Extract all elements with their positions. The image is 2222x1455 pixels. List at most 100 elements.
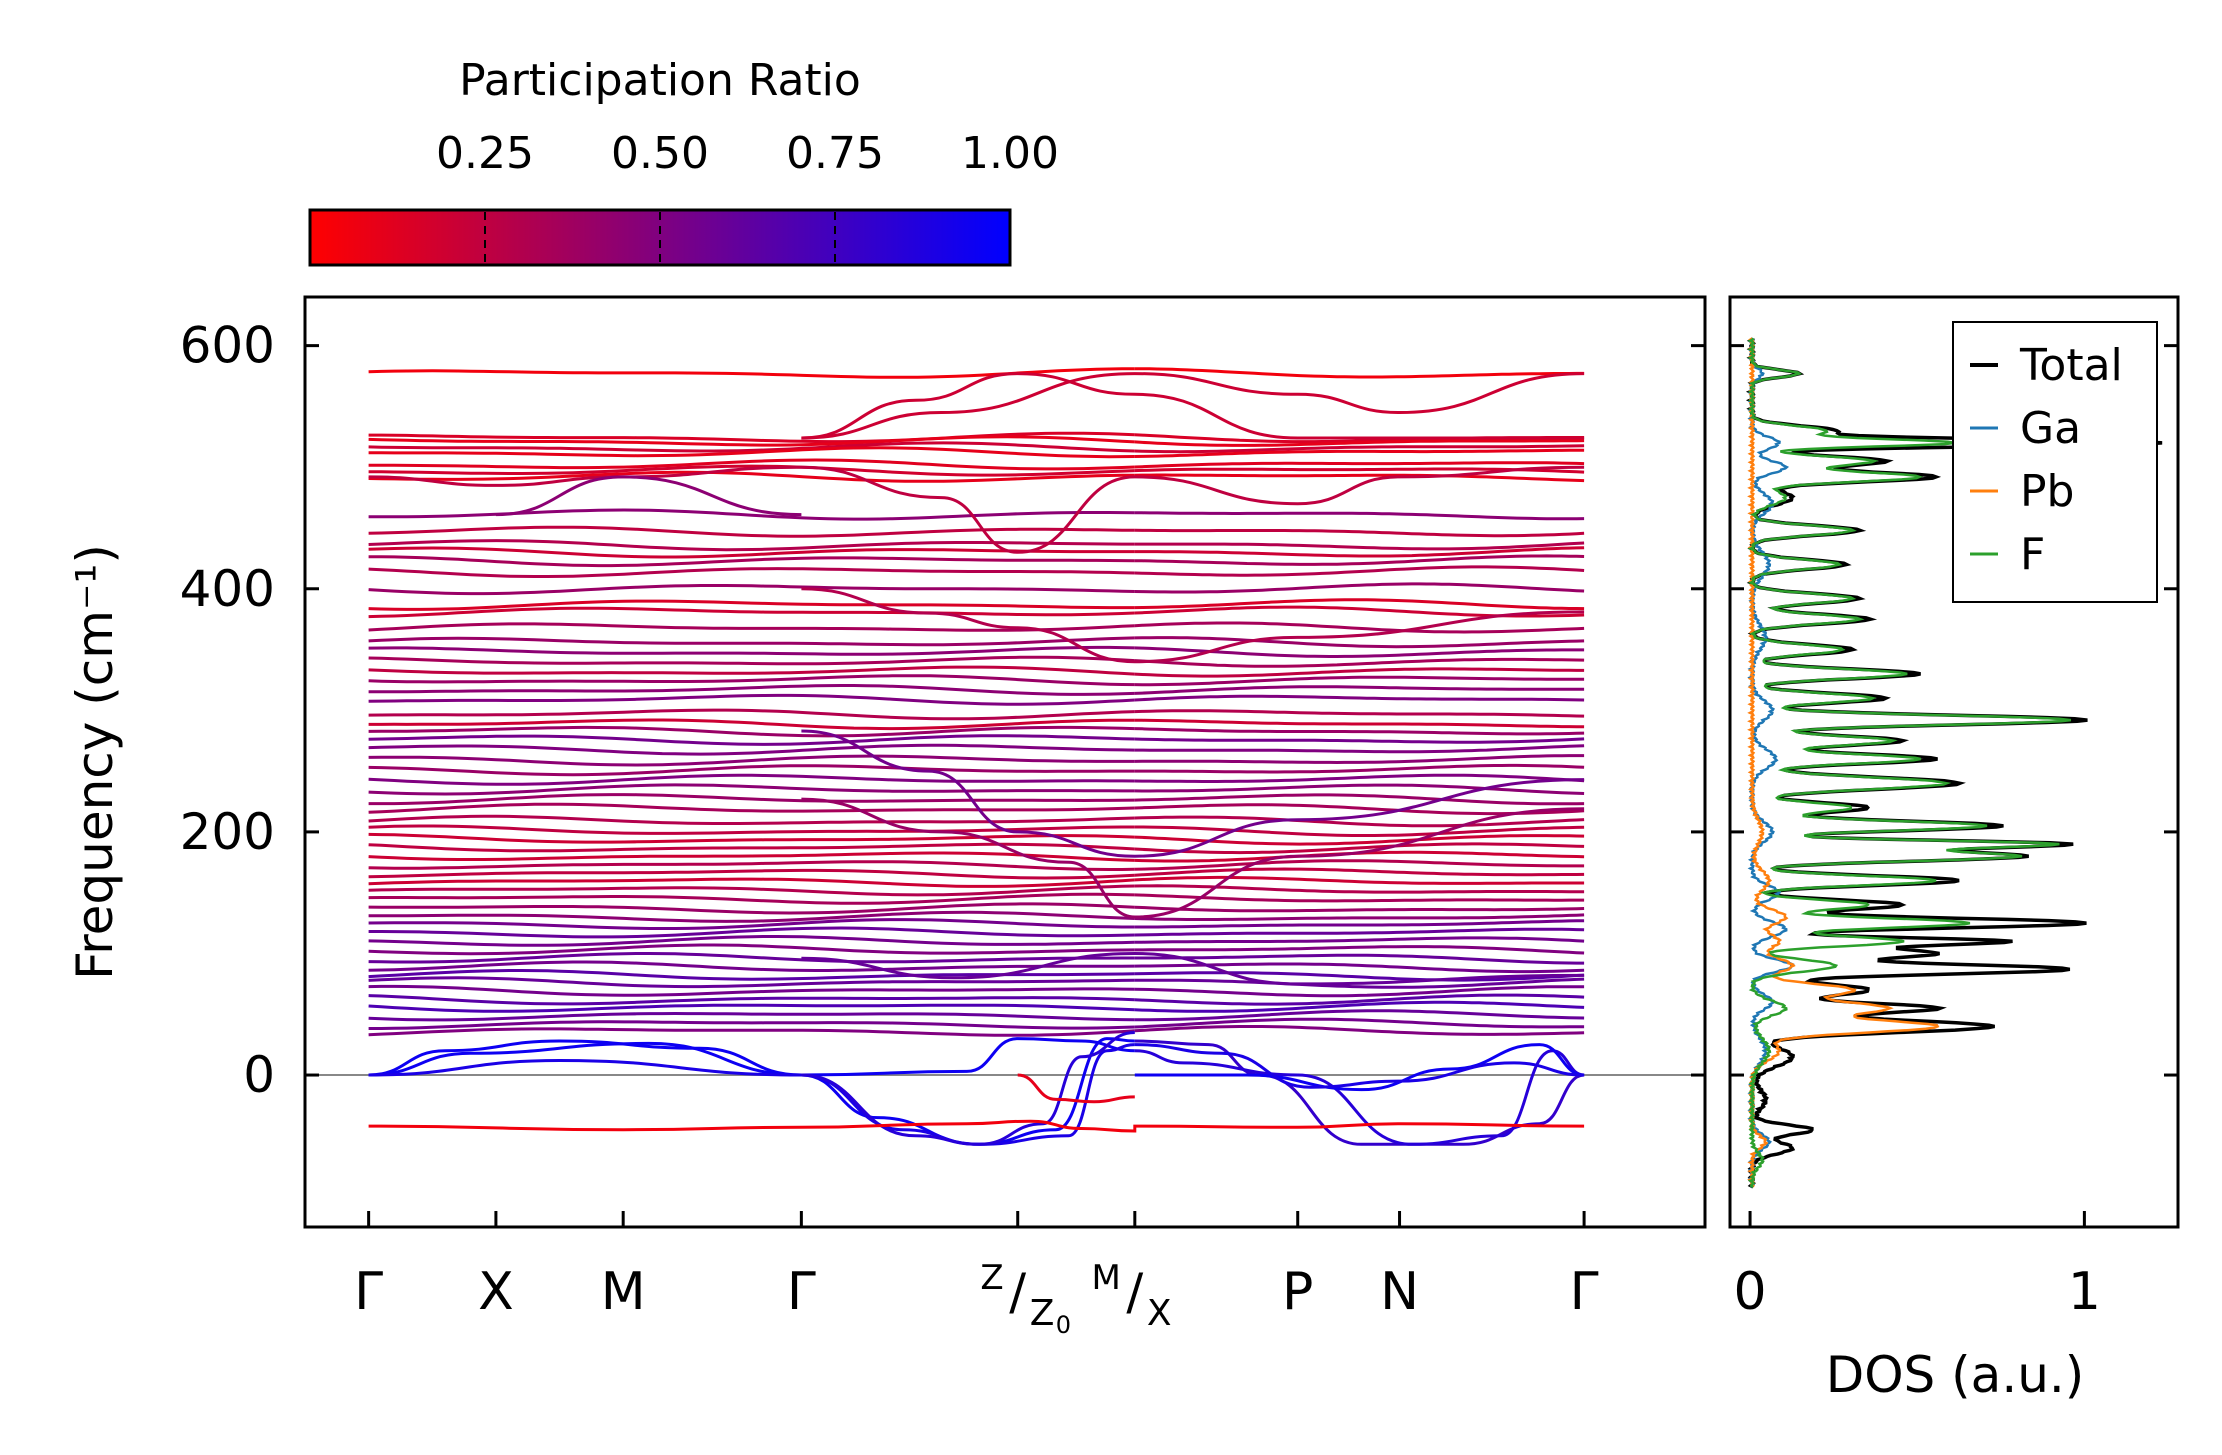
kpoint-label: M: [601, 1262, 646, 1322]
kpoint-label: M / X: [1091, 1258, 1171, 1334]
kpoint-label: Γ: [354, 1262, 383, 1322]
band-line: [368, 902, 1135, 915]
band-line: [1134, 783, 1585, 795]
band-line: [368, 584, 1135, 596]
band-line: [368, 918, 1135, 930]
band-line: [1134, 905, 1585, 913]
legend-label: Ga: [2020, 403, 2081, 454]
band-line: [1134, 971, 1585, 982]
band-line: [495, 475, 802, 517]
band-line: [1134, 1043, 1585, 1089]
band-line: [368, 1043, 1135, 1146]
colorbar-ticks: 0.25 0.50 0.75 1.00: [436, 128, 1059, 263]
band-line: [1134, 936, 1585, 944]
kpoint-label: X: [478, 1262, 514, 1322]
band-axes-frame: [303, 295, 1707, 1229]
band-line: [801, 797, 1585, 919]
band-line: [1134, 744, 1585, 754]
svg-text:/: /: [1126, 1263, 1143, 1321]
band-line: [368, 754, 1135, 767]
band-line: [1134, 1049, 1585, 1146]
svg-text:X: X: [1147, 1293, 1172, 1334]
band-line: [368, 435, 1135, 447]
band-line: [801, 372, 1585, 440]
band-line: [368, 539, 1135, 552]
band-line: [368, 464, 1135, 477]
legend-label: Pb: [2020, 466, 2074, 517]
band-line: [368, 943, 1135, 956]
y-axis-label: Frequency (cm⁻¹): [66, 544, 124, 980]
band-line: [1134, 1000, 1585, 1013]
svg-text:0: 0: [1056, 1311, 1071, 1339]
colorbar-label: Participation Ratio: [459, 55, 861, 106]
band-line: [1134, 815, 1585, 828]
band-line: [368, 877, 1135, 888]
band-line: [1134, 1017, 1585, 1029]
band-line: [368, 441, 1135, 453]
band-line: [368, 935, 1135, 947]
band-line: [368, 606, 1135, 619]
phonon-bands: [368, 367, 1585, 1146]
band-line: [801, 951, 1585, 986]
band-line: [368, 976, 1135, 989]
band-line: [368, 465, 1585, 554]
band-line: [1134, 1039, 1585, 1146]
band-line: [801, 372, 1585, 440]
band-line: [368, 725, 1135, 738]
svg-text:Z: Z: [980, 1258, 1003, 1298]
dos-series-f: [1747, 337, 2072, 1188]
band-line: [1134, 727, 1585, 736]
band-line: [368, 952, 1135, 964]
band-line: [1134, 1043, 1585, 1092]
dos-x-axis-label: DOS (a.u.): [1826, 1346, 2085, 1404]
band-line: [1134, 636, 1585, 649]
band-y-ticks: 0 200 400 600: [180, 317, 1705, 1104]
band-line: [368, 718, 1135, 731]
band-line: [1134, 461, 1585, 469]
band-line: [1134, 709, 1585, 718]
band-line: [368, 567, 1135, 578]
y-tick-label: 600: [180, 317, 275, 375]
band-line: [1134, 554, 1585, 566]
band-line: [1134, 1025, 1585, 1036]
colorbar-tick-label: 1.00: [961, 128, 1059, 179]
band-line: [368, 1037, 1135, 1146]
band-line: [1134, 565, 1585, 577]
band-line: [368, 773, 1135, 786]
kpoint-label: Z / Z 0: [980, 1258, 1071, 1339]
band-line: [368, 708, 1135, 721]
y-tick-label: 0: [243, 1046, 275, 1104]
band-line: [368, 851, 1135, 862]
band-line: [368, 665, 1135, 676]
dos-axes-frame: [1728, 295, 2180, 1229]
band-line: [1134, 763, 1585, 774]
dos-x-tick-label: 1: [2068, 1262, 2101, 1322]
legend-frame: [1952, 321, 2158, 603]
band-line: [1134, 511, 1585, 521]
dos-legend: Total Ga Pb F: [1952, 321, 2158, 603]
band-line: [1134, 945, 1585, 955]
band-line: [368, 926, 1135, 939]
band-line: [1134, 867, 1585, 877]
band-line: [1017, 1073, 1135, 1104]
band-line: [368, 684, 1135, 696]
band-line: [1134, 685, 1585, 695]
kpoint-label: P: [1282, 1262, 1313, 1322]
band-line: [368, 655, 1135, 666]
band-line: [368, 910, 1135, 923]
dos-series-ga: [1747, 337, 1795, 1188]
band-line: [1134, 985, 1585, 998]
band-line: [1134, 793, 1585, 806]
band-line: [1134, 541, 1585, 551]
kpoint-label: Γ: [1570, 1262, 1599, 1322]
band-line: [368, 984, 1135, 997]
band-line: [1134, 675, 1585, 687]
band-line: [1134, 694, 1585, 702]
band-line: [1134, 367, 1585, 379]
dos-series-pb: [1747, 337, 1940, 1188]
band-line: [801, 587, 1585, 664]
band-line: [1134, 884, 1585, 894]
band-line: [368, 994, 1135, 1006]
band-line: [1134, 598, 1585, 611]
